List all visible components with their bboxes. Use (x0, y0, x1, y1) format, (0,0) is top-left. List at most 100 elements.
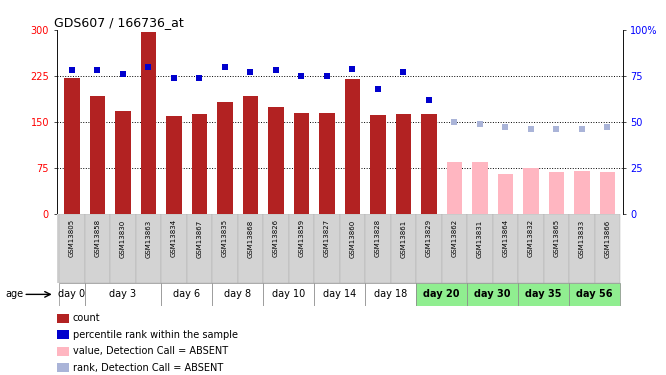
Text: day 3: day 3 (109, 290, 137, 299)
Bar (467, 283, 518, 306)
Bar (85, 283, 161, 306)
Point (525, 126, 536, 132)
Bar (447, 162, 462, 214)
Bar (416, 214, 442, 283)
Text: GSM13865: GSM13865 (553, 219, 559, 257)
Point (296, 73, 307, 79)
Point (143, 64, 154, 70)
Text: GSM13826: GSM13826 (273, 219, 279, 257)
Text: day 10: day 10 (272, 290, 305, 299)
Bar (217, 102, 232, 214)
Point (168, 75, 179, 81)
Bar (64, 78, 79, 214)
Point (475, 121, 486, 127)
Point (372, 86, 383, 92)
Bar (85, 214, 110, 283)
Text: GSM13835: GSM13835 (222, 219, 228, 257)
Bar (340, 214, 365, 283)
Point (92, 68, 103, 74)
Text: count: count (73, 313, 100, 323)
Bar (166, 116, 182, 214)
Bar (396, 114, 411, 214)
Text: GSM13864: GSM13864 (502, 219, 508, 257)
Point (424, 97, 434, 103)
Text: day 20: day 20 (424, 290, 460, 299)
Text: day 8: day 8 (224, 290, 251, 299)
Point (194, 75, 204, 81)
Text: GSM13866: GSM13866 (605, 219, 611, 258)
Text: GSM13805: GSM13805 (69, 219, 75, 257)
Text: day 0: day 0 (59, 290, 85, 299)
Text: GSM13832: GSM13832 (528, 219, 534, 257)
Bar (263, 214, 288, 283)
Point (398, 69, 409, 75)
Text: percentile rank within the sample: percentile rank within the sample (73, 330, 238, 339)
Text: day 56: day 56 (576, 290, 613, 299)
Text: day 14: day 14 (323, 290, 356, 299)
Text: GSM13829: GSM13829 (426, 219, 432, 257)
Bar (238, 214, 263, 283)
Bar (319, 113, 334, 214)
Bar (192, 114, 207, 214)
Bar (416, 283, 467, 306)
Point (67, 68, 77, 74)
Text: day 30: day 30 (474, 290, 511, 299)
Text: age: age (5, 290, 23, 299)
Bar (115, 111, 131, 214)
Bar (186, 214, 212, 283)
Point (577, 126, 587, 132)
Text: day 6: day 6 (173, 290, 200, 299)
Bar (365, 283, 416, 306)
Bar (600, 172, 615, 214)
Point (602, 124, 613, 130)
Bar (569, 214, 595, 283)
Bar (472, 162, 488, 214)
Text: GSM13833: GSM13833 (579, 219, 585, 258)
Bar (498, 174, 513, 214)
Bar (370, 114, 386, 214)
Bar (59, 214, 85, 283)
Bar (523, 168, 539, 214)
Bar (212, 283, 263, 306)
Bar (595, 214, 620, 283)
Bar (90, 96, 105, 214)
Bar (314, 214, 340, 283)
Text: GSM13830: GSM13830 (120, 219, 126, 258)
Bar (442, 214, 467, 283)
Bar (59, 283, 85, 306)
Bar (136, 214, 161, 283)
Bar (422, 114, 436, 214)
Bar (243, 96, 258, 214)
Point (500, 124, 511, 130)
Bar (543, 214, 569, 283)
Bar (467, 214, 493, 283)
Bar (294, 112, 309, 214)
Text: GSM13862: GSM13862 (452, 219, 458, 257)
Text: GSM13827: GSM13827 (324, 219, 330, 257)
Bar (212, 214, 238, 283)
Point (347, 66, 358, 72)
Point (220, 64, 230, 70)
Text: rank, Detection Call = ABSENT: rank, Detection Call = ABSENT (73, 363, 223, 372)
Text: GDS607 / 166736_at: GDS607 / 166736_at (54, 16, 184, 29)
Text: GSM13868: GSM13868 (247, 219, 253, 258)
Bar (365, 214, 391, 283)
Bar (141, 33, 156, 214)
Bar (263, 283, 314, 306)
Text: GSM13828: GSM13828 (375, 219, 381, 257)
Text: GSM13859: GSM13859 (298, 219, 304, 257)
Bar (345, 79, 360, 214)
Text: GSM13867: GSM13867 (196, 219, 202, 258)
Point (245, 69, 256, 75)
Text: GSM13860: GSM13860 (350, 219, 356, 258)
Text: GSM13861: GSM13861 (400, 219, 406, 258)
Bar (288, 214, 314, 283)
Bar (493, 214, 518, 283)
Point (449, 119, 460, 125)
Text: value, Detection Call = ABSENT: value, Detection Call = ABSENT (73, 346, 228, 356)
Text: GSM13863: GSM13863 (145, 219, 151, 258)
Point (270, 68, 281, 74)
Bar (574, 171, 589, 214)
Bar (391, 214, 416, 283)
Point (322, 73, 332, 79)
